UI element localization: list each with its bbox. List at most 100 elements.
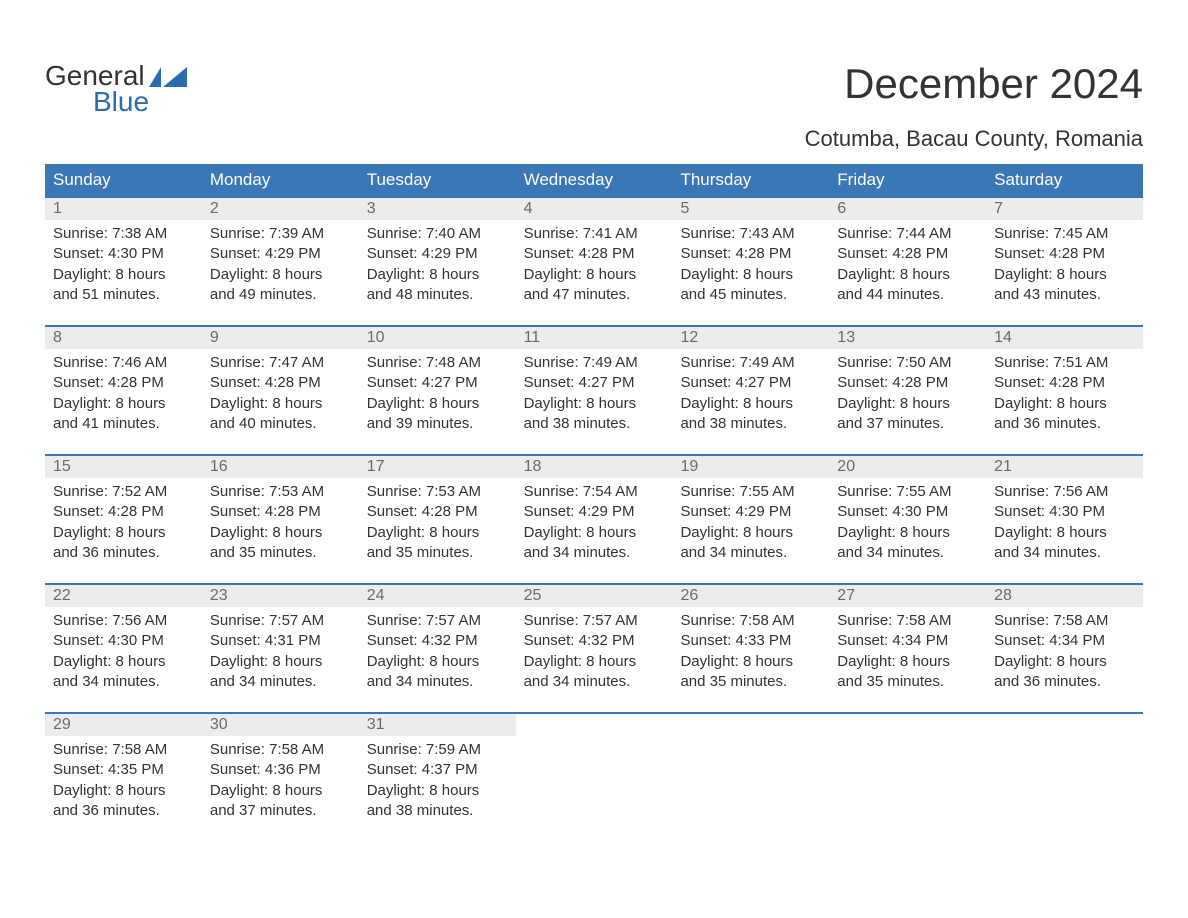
daylight-text: and 38 minutes. [367, 801, 508, 821]
day-body: Sunrise: 7:45 AMSunset: 4:28 PMDaylight:… [986, 220, 1143, 311]
day-cell: 29Sunrise: 7:58 AMSunset: 4:35 PMDayligh… [45, 714, 202, 827]
sunset-text: Sunset: 4:28 PM [837, 373, 978, 393]
daylight-text: Daylight: 8 hours [837, 523, 978, 543]
sunrise-text: Sunrise: 7:43 AM [680, 224, 821, 244]
weekday-header: Tuesday [359, 164, 516, 196]
daylight-text: and 36 minutes. [53, 543, 194, 563]
sunrise-text: Sunrise: 7:54 AM [524, 482, 665, 502]
day-body: Sunrise: 7:56 AMSunset: 4:30 PMDaylight:… [986, 478, 1143, 569]
sunset-text: Sunset: 4:28 PM [837, 244, 978, 264]
calendar: Sunday Monday Tuesday Wednesday Thursday… [45, 164, 1143, 827]
sunrise-text: Sunrise: 7:53 AM [210, 482, 351, 502]
day-body: Sunrise: 7:47 AMSunset: 4:28 PMDaylight:… [202, 349, 359, 440]
day-number: 3 [359, 198, 516, 220]
sunrise-text: Sunrise: 7:58 AM [53, 740, 194, 760]
day-number [986, 714, 1143, 718]
daylight-text: Daylight: 8 hours [53, 652, 194, 672]
day-body: Sunrise: 7:59 AMSunset: 4:37 PMDaylight:… [359, 736, 516, 827]
sunrise-text: Sunrise: 7:58 AM [210, 740, 351, 760]
daylight-text: Daylight: 8 hours [53, 265, 194, 285]
day-cell: 19Sunrise: 7:55 AMSunset: 4:29 PMDayligh… [672, 456, 829, 569]
day-number: 18 [516, 456, 673, 478]
day-number: 5 [672, 198, 829, 220]
daylight-text: and 34 minutes. [524, 672, 665, 692]
day-cell: 15Sunrise: 7:52 AMSunset: 4:28 PMDayligh… [45, 456, 202, 569]
sunrise-text: Sunrise: 7:41 AM [524, 224, 665, 244]
day-cell: 18Sunrise: 7:54 AMSunset: 4:29 PMDayligh… [516, 456, 673, 569]
sunrise-text: Sunrise: 7:55 AM [837, 482, 978, 502]
daylight-text: and 48 minutes. [367, 285, 508, 305]
daylight-text: Daylight: 8 hours [367, 523, 508, 543]
daylight-text: Daylight: 8 hours [994, 652, 1135, 672]
sunrise-text: Sunrise: 7:50 AM [837, 353, 978, 373]
week-row: 22Sunrise: 7:56 AMSunset: 4:30 PMDayligh… [45, 583, 1143, 698]
daylight-text: Daylight: 8 hours [524, 652, 665, 672]
daylight-text: and 40 minutes. [210, 414, 351, 434]
sunset-text: Sunset: 4:28 PM [210, 502, 351, 522]
day-number: 4 [516, 198, 673, 220]
day-number: 2 [202, 198, 359, 220]
day-cell: 5Sunrise: 7:43 AMSunset: 4:28 PMDaylight… [672, 198, 829, 311]
daylight-text: Daylight: 8 hours [367, 652, 508, 672]
daylight-text: and 34 minutes. [837, 543, 978, 563]
sunset-text: Sunset: 4:28 PM [994, 244, 1135, 264]
day-number [516, 714, 673, 718]
day-number: 28 [986, 585, 1143, 607]
sunset-text: Sunset: 4:29 PM [367, 244, 508, 264]
logo-text-blue: Blue [93, 86, 189, 118]
sunset-text: Sunset: 4:35 PM [53, 760, 194, 780]
daylight-text: and 34 minutes. [367, 672, 508, 692]
day-cell: 8Sunrise: 7:46 AMSunset: 4:28 PMDaylight… [45, 327, 202, 440]
sunset-text: Sunset: 4:28 PM [53, 502, 194, 522]
week-row: 1Sunrise: 7:38 AMSunset: 4:30 PMDaylight… [45, 196, 1143, 311]
day-body: Sunrise: 7:41 AMSunset: 4:28 PMDaylight:… [516, 220, 673, 311]
day-number: 6 [829, 198, 986, 220]
daylight-text: Daylight: 8 hours [524, 394, 665, 414]
weekday-header: Wednesday [516, 164, 673, 196]
day-body: Sunrise: 7:55 AMSunset: 4:30 PMDaylight:… [829, 478, 986, 569]
daylight-text: and 34 minutes. [680, 543, 821, 563]
daylight-text: and 34 minutes. [53, 672, 194, 692]
sunrise-text: Sunrise: 7:40 AM [367, 224, 508, 244]
sunset-text: Sunset: 4:34 PM [837, 631, 978, 651]
day-number: 25 [516, 585, 673, 607]
sunset-text: Sunset: 4:31 PM [210, 631, 351, 651]
day-number [829, 714, 986, 718]
weekday-header: Friday [829, 164, 986, 196]
sunrise-text: Sunrise: 7:58 AM [994, 611, 1135, 631]
location-text: Cotumba, Bacau County, Romania [805, 126, 1143, 152]
day-number: 16 [202, 456, 359, 478]
week-row: 8Sunrise: 7:46 AMSunset: 4:28 PMDaylight… [45, 325, 1143, 440]
sunset-text: Sunset: 4:27 PM [680, 373, 821, 393]
daylight-text: Daylight: 8 hours [994, 394, 1135, 414]
weekday-header: Monday [202, 164, 359, 196]
day-cell: 9Sunrise: 7:47 AMSunset: 4:28 PMDaylight… [202, 327, 359, 440]
daylight-text: Daylight: 8 hours [680, 394, 821, 414]
daylight-text: Daylight: 8 hours [210, 781, 351, 801]
title-block: December 2024 Cotumba, Bacau County, Rom… [805, 20, 1143, 152]
daylight-text: and 49 minutes. [210, 285, 351, 305]
day-cell [516, 714, 673, 827]
day-body: Sunrise: 7:40 AMSunset: 4:29 PMDaylight:… [359, 220, 516, 311]
day-body: Sunrise: 7:51 AMSunset: 4:28 PMDaylight:… [986, 349, 1143, 440]
daylight-text: and 41 minutes. [53, 414, 194, 434]
daylight-text: and 34 minutes. [994, 543, 1135, 563]
day-number: 9 [202, 327, 359, 349]
daylight-text: Daylight: 8 hours [210, 523, 351, 543]
day-cell [829, 714, 986, 827]
day-cell: 3Sunrise: 7:40 AMSunset: 4:29 PMDaylight… [359, 198, 516, 311]
day-body: Sunrise: 7:46 AMSunset: 4:28 PMDaylight:… [45, 349, 202, 440]
sunset-text: Sunset: 4:28 PM [210, 373, 351, 393]
day-body: Sunrise: 7:55 AMSunset: 4:29 PMDaylight:… [672, 478, 829, 569]
day-cell: 17Sunrise: 7:53 AMSunset: 4:28 PMDayligh… [359, 456, 516, 569]
daylight-text: Daylight: 8 hours [53, 394, 194, 414]
day-cell: 20Sunrise: 7:55 AMSunset: 4:30 PMDayligh… [829, 456, 986, 569]
daylight-text: Daylight: 8 hours [367, 394, 508, 414]
day-body: Sunrise: 7:48 AMSunset: 4:27 PMDaylight:… [359, 349, 516, 440]
sunrise-text: Sunrise: 7:53 AM [367, 482, 508, 502]
sunrise-text: Sunrise: 7:56 AM [994, 482, 1135, 502]
daylight-text: and 45 minutes. [680, 285, 821, 305]
day-cell [986, 714, 1143, 827]
day-body: Sunrise: 7:49 AMSunset: 4:27 PMDaylight:… [672, 349, 829, 440]
day-cell: 14Sunrise: 7:51 AMSunset: 4:28 PMDayligh… [986, 327, 1143, 440]
